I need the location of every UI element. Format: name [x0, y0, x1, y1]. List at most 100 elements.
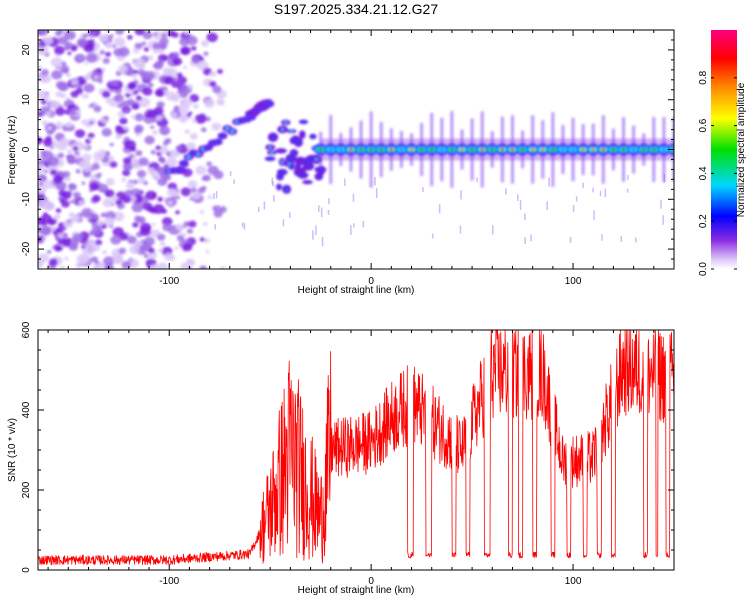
sparse-speckle [327, 210, 330, 215]
noise-speckle [121, 195, 132, 204]
noise-speckle [184, 129, 190, 134]
noise-speckle [163, 89, 169, 95]
noise-speckle [76, 38, 88, 47]
sparse-speckle [273, 195, 275, 202]
noise-speckle [38, 138, 43, 145]
noise-speckle [49, 169, 57, 176]
noise-speckle [57, 232, 65, 239]
noise-speckle [158, 42, 167, 51]
noise-speckle [113, 36, 126, 47]
noise-speckle [167, 182, 178, 191]
sparse-speckle [213, 193, 215, 200]
noise-speckle [188, 220, 197, 228]
sparse-speckle [582, 182, 584, 188]
top-ytick-label-0: 0 [21, 146, 32, 152]
tone-spike [470, 118, 474, 181]
rising-line-hot [196, 152, 200, 156]
noise-speckle [139, 222, 152, 233]
noise-speckle [179, 37, 190, 47]
noise-speckle [157, 248, 164, 253]
colorbar-ticks [711, 77, 737, 270]
noise-speckle [194, 114, 207, 124]
noise-speckle [131, 103, 140, 110]
rising-line-group [164, 99, 327, 194]
sparse-speckle-group [213, 171, 666, 247]
turbulence-core [310, 135, 315, 139]
noise-speckle [49, 100, 61, 110]
noise-speckle [75, 109, 80, 114]
noise-speckle [58, 83, 68, 91]
noise-speckle [161, 217, 173, 226]
noise-speckle [212, 85, 222, 94]
sparse-speckle [572, 205, 575, 213]
noise-speckle [64, 30, 76, 40]
tone-spike [611, 128, 615, 171]
colorbar-gradient [711, 30, 737, 269]
noise-speckle [43, 36, 53, 45]
tone-spike [662, 117, 666, 182]
noise-speckle [192, 103, 199, 109]
colorbar: 0.0 0.2 0.4 0.6 0.8 Normalized spectral … [698, 30, 747, 276]
noise-speckle [69, 200, 74, 204]
noise-speckle [89, 182, 100, 191]
tone-spike [521, 130, 525, 169]
sparse-speckle [375, 188, 378, 199]
bot-ytick-label-0: 0 [21, 567, 32, 573]
rising-line-core [214, 139, 221, 144]
noise-speckle [182, 232, 187, 237]
snr-plot-area [38, 330, 674, 570]
noise-speckle [46, 126, 53, 131]
sparse-speckle [344, 178, 346, 186]
noise-speckle [57, 152, 65, 159]
noise-speckle [119, 117, 128, 125]
colorbar-tick-label-0: 0.0 [698, 262, 709, 276]
noise-speckle [89, 174, 98, 181]
noise-speckle [184, 31, 190, 35]
noise-speckle [158, 49, 164, 54]
sparse-speckle [289, 212, 291, 218]
tone-spike [601, 115, 605, 184]
noise-speckle [99, 50, 106, 55]
noise-speckle [102, 198, 114, 208]
tone-spike [591, 123, 595, 176]
turbulence-core [280, 170, 285, 174]
turbulence-core [296, 140, 301, 144]
tone-spike [541, 120, 545, 179]
noise-speckle [63, 220, 73, 229]
turbulence-hot [270, 151, 273, 154]
noise-speckle [132, 74, 138, 79]
noise-speckle [124, 109, 129, 113]
noise-speckle [104, 189, 115, 198]
turbulence-blob [302, 180, 313, 185]
noise-speckle [100, 212, 107, 218]
noise-speckle [209, 80, 217, 88]
noise-speckle [57, 36, 68, 45]
noise-speckle [109, 161, 118, 168]
noise-speckle [124, 189, 133, 197]
sparse-speckle [569, 236, 572, 243]
noise-speckle [187, 180, 198, 189]
tone-spike [460, 129, 464, 170]
noise-speckle [134, 128, 142, 135]
noise-speckle [105, 178, 115, 186]
noise-speckle [114, 94, 124, 103]
tone-spike [561, 125, 565, 174]
bot-y-axis-label: SNR (10 * v/v) [7, 418, 18, 482]
noise-speckle [152, 130, 158, 136]
tone-spike [581, 124, 585, 175]
noise-speckle [38, 188, 44, 194]
noise-speckle [38, 182, 44, 186]
sparse-speckle [627, 175, 629, 180]
noise-speckle [38, 30, 49, 36]
tone-spike [551, 112, 555, 187]
noise-speckle [169, 162, 175, 167]
sparse-speckle [321, 236, 324, 247]
noise-speckle [40, 99, 47, 105]
noise-speckle [162, 179, 167, 183]
noise-speckle [156, 101, 165, 109]
noise-speckle [136, 216, 146, 224]
noise-speckle [74, 129, 86, 138]
sparse-speckle [660, 199, 662, 209]
noise-speckle [211, 122, 222, 131]
sparse-speckle [460, 190, 462, 200]
